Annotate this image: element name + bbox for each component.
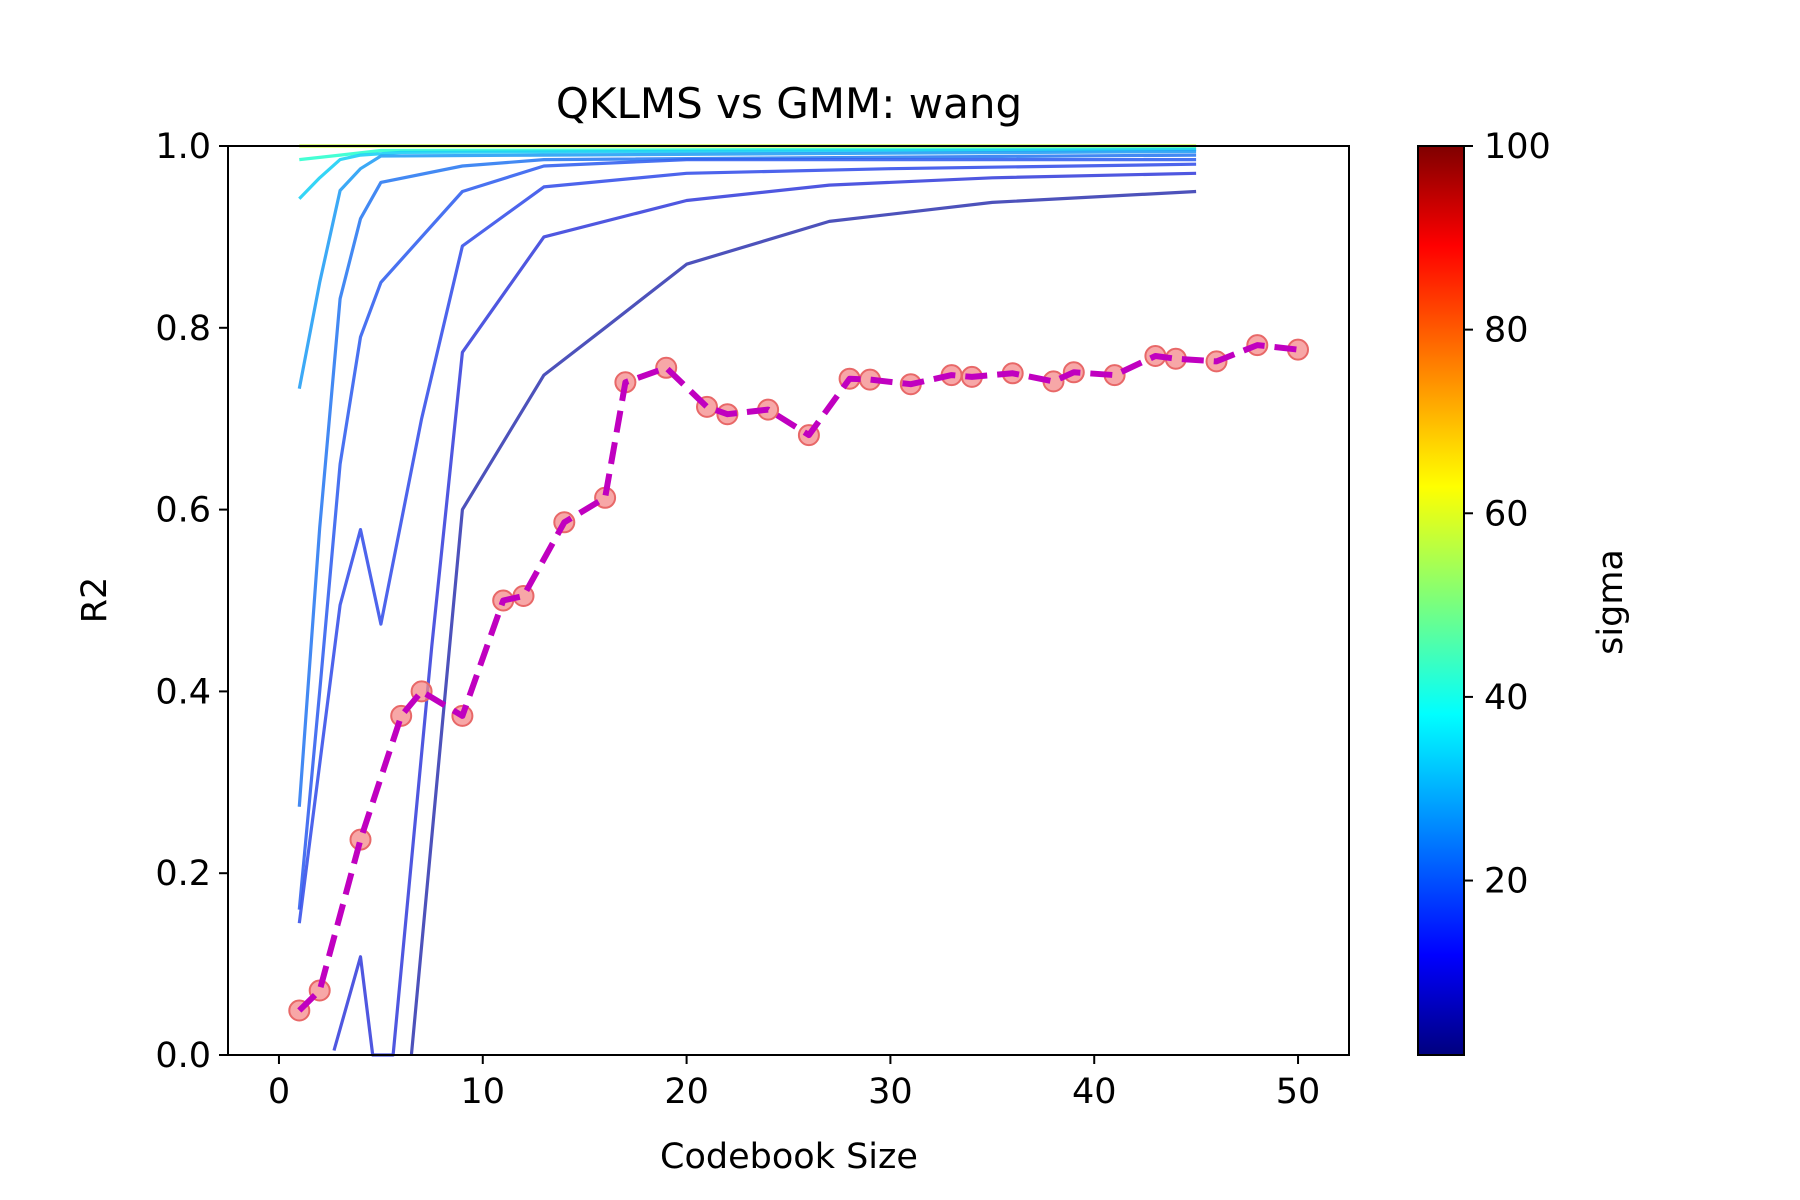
- qklms-curve-8: [409, 189, 1197, 1056]
- x-tick-label: 30: [868, 1072, 913, 1112]
- colorbar-tick-label: 80: [1484, 311, 1529, 351]
- x-tick-label: 20: [664, 1072, 709, 1112]
- y-tick-label: 1.0: [155, 127, 211, 167]
- qklms-curves: [297, 144, 1197, 1057]
- x-tick-label: 40: [1072, 1072, 1117, 1112]
- y-tick-label: 0.8: [155, 309, 211, 349]
- colorbar-tick-label: 40: [1484, 678, 1529, 718]
- qklms-curve-5: [297, 158, 1197, 910]
- y-tick-label: 0.0: [155, 1036, 211, 1076]
- qklms-curve-6: [297, 162, 1197, 924]
- colorbar-tick-label: 60: [1484, 494, 1529, 534]
- colorbar: [1417, 145, 1465, 1056]
- x-axis-label: Codebook Size: [660, 1137, 918, 1177]
- qklms-curve-2: [298, 148, 1197, 200]
- colorbar-tick-label: 100: [1484, 127, 1551, 167]
- x-tick-label: 50: [1276, 1072, 1321, 1112]
- qklms-curve-4: [297, 153, 1197, 807]
- gmm-series: [288, 334, 1309, 1022]
- plot-frame: [227, 145, 1350, 1056]
- y-axis-label: R2: [75, 577, 115, 624]
- colorbar-ticks: 20 40 60 80 100: [1464, 127, 1551, 902]
- y-tick-label: 0.2: [155, 854, 211, 894]
- chart-title: QKLMS vs GMM: wang: [556, 79, 1022, 128]
- qklms-curve-7: [332, 171, 1197, 1057]
- colorbar-label: sigma: [1591, 549, 1631, 655]
- y-tick-label: 0.6: [155, 491, 211, 531]
- x-tick-label: 0: [268, 1072, 290, 1112]
- y-tick-label: 0.4: [155, 672, 211, 712]
- colorbar-tick-label: 20: [1484, 862, 1529, 902]
- gmm-line: [297, 342, 1299, 1013]
- y-axis: 0.0 0.2 0.4 0.6 0.8 1.0: [155, 127, 228, 1076]
- qklms-curve-3: [297, 149, 1197, 390]
- x-axis: 0 10 20 30 40 50: [268, 1055, 1321, 1112]
- x-tick-label: 10: [460, 1072, 505, 1112]
